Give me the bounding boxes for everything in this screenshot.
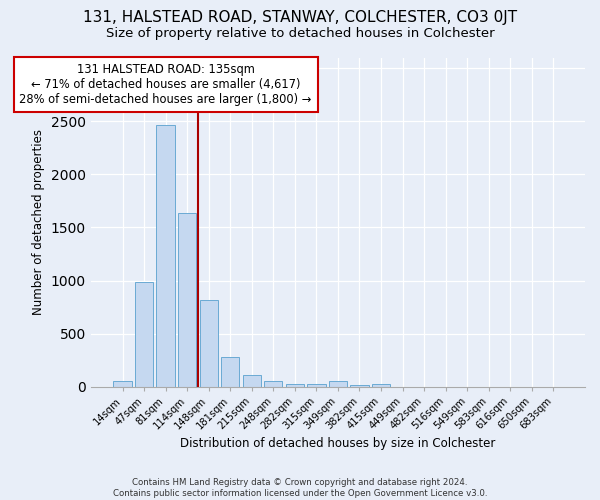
Bar	[329, 381, 347, 387]
Text: 131 HALSTEAD ROAD: 135sqm
← 71% of detached houses are smaller (4,617)
28% of se: 131 HALSTEAD ROAD: 135sqm ← 71% of detac…	[19, 63, 312, 106]
Bar	[372, 384, 390, 387]
Text: Size of property relative to detached houses in Colchester: Size of property relative to detached ho…	[106, 28, 494, 40]
Bar	[157, 126, 175, 387]
Bar	[200, 300, 218, 387]
X-axis label: Distribution of detached houses by size in Colchester: Distribution of detached houses by size …	[180, 437, 496, 450]
Text: Contains HM Land Registry data © Crown copyright and database right 2024.
Contai: Contains HM Land Registry data © Crown c…	[113, 478, 487, 498]
Bar	[350, 384, 368, 387]
Bar	[135, 282, 153, 387]
Text: 131, HALSTEAD ROAD, STANWAY, COLCHESTER, CO3 0JT: 131, HALSTEAD ROAD, STANWAY, COLCHESTER,…	[83, 10, 517, 25]
Bar	[221, 356, 239, 387]
Y-axis label: Number of detached properties: Number of detached properties	[32, 129, 46, 315]
Bar	[113, 382, 131, 387]
Bar	[286, 384, 304, 387]
Bar	[264, 382, 283, 387]
Bar	[178, 212, 196, 387]
Bar	[307, 384, 326, 387]
Bar	[242, 375, 261, 387]
